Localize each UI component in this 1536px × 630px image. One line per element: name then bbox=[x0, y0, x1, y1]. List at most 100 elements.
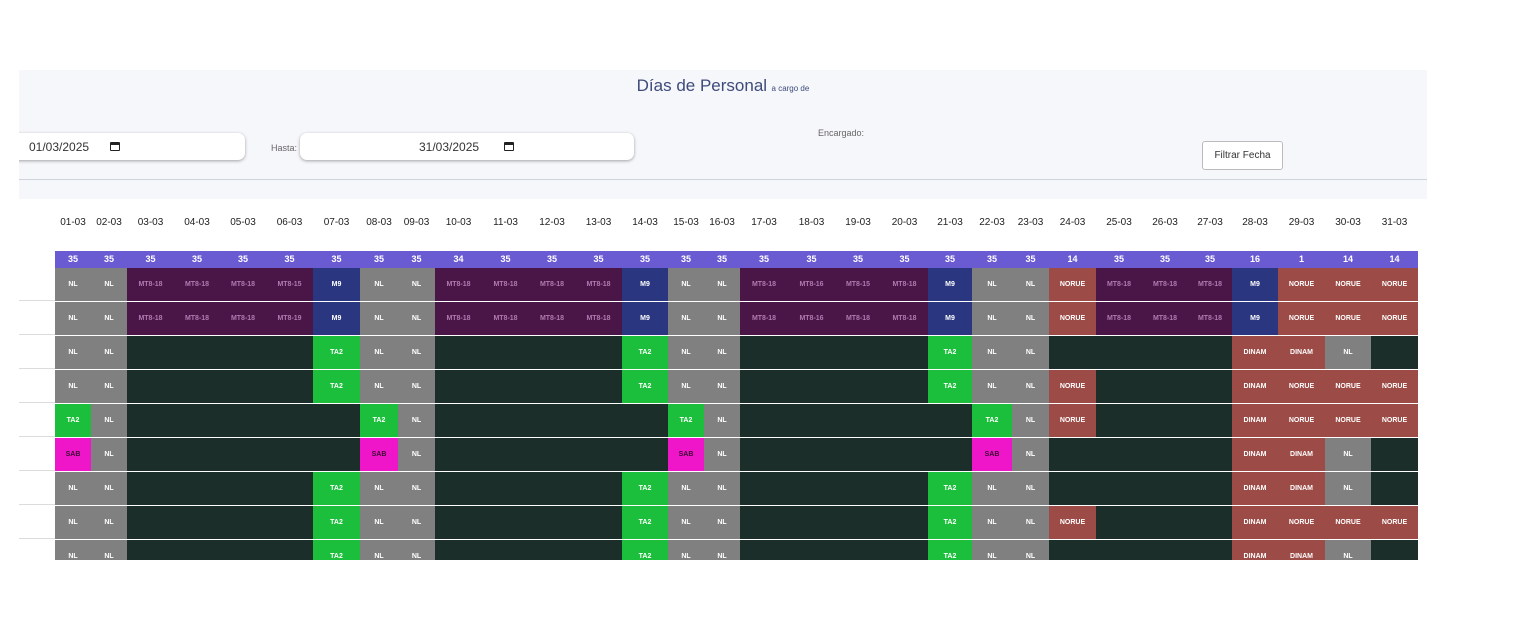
shift-cell[interactable]: NL bbox=[398, 404, 435, 437]
shift-cell[interactable] bbox=[575, 438, 622, 471]
shift-cell[interactable]: NL bbox=[360, 472, 398, 505]
shift-cell[interactable]: NL bbox=[55, 268, 91, 301]
shift-cell[interactable]: NL bbox=[398, 472, 435, 505]
shift-cell[interactable]: MT8-16 bbox=[788, 302, 835, 335]
shift-cell[interactable]: NL bbox=[972, 268, 1012, 301]
shift-cell[interactable]: NORUE bbox=[1371, 506, 1418, 539]
shift-cell[interactable] bbox=[435, 370, 482, 403]
shift-cell[interactable]: SAB bbox=[972, 438, 1012, 471]
shift-cell[interactable]: MT8-18 bbox=[1096, 268, 1142, 301]
shift-cell[interactable] bbox=[835, 472, 881, 505]
shift-cell[interactable] bbox=[220, 472, 266, 505]
shift-cell[interactable] bbox=[928, 404, 972, 437]
shift-cell[interactable] bbox=[1188, 506, 1232, 539]
shift-cell[interactable] bbox=[174, 438, 220, 471]
shift-cell[interactable]: NL bbox=[91, 268, 127, 301]
shift-cell[interactable]: TA2 bbox=[928, 506, 972, 539]
shift-cell[interactable] bbox=[482, 438, 529, 471]
shift-cell[interactable]: MT8-18 bbox=[220, 268, 266, 301]
shift-cell[interactable] bbox=[529, 370, 575, 403]
shift-cell[interactable] bbox=[740, 370, 788, 403]
shift-cell[interactable] bbox=[127, 370, 174, 403]
filter-date-button[interactable]: Filtrar Fecha bbox=[1202, 141, 1283, 170]
shift-cell[interactable]: NL bbox=[55, 302, 91, 335]
shift-cell[interactable] bbox=[740, 438, 788, 471]
shift-cell[interactable]: NORUE bbox=[1278, 268, 1325, 301]
shift-cell[interactable]: TA2 bbox=[313, 472, 360, 505]
shift-cell[interactable] bbox=[482, 404, 529, 437]
shift-cell[interactable]: NL bbox=[972, 336, 1012, 369]
shift-cell[interactable]: NL bbox=[704, 336, 740, 369]
shift-cell[interactable]: MT8-18 bbox=[435, 268, 482, 301]
shift-cell[interactable] bbox=[529, 336, 575, 369]
shift-cell[interactable] bbox=[1188, 540, 1232, 560]
shift-cell[interactable]: NL bbox=[1012, 268, 1049, 301]
shift-cell[interactable]: MT8-18 bbox=[435, 302, 482, 335]
shift-cell[interactable] bbox=[220, 438, 266, 471]
shift-cell[interactable] bbox=[127, 506, 174, 539]
shift-cell[interactable]: DINAM bbox=[1278, 540, 1325, 560]
shift-cell[interactable] bbox=[266, 404, 313, 437]
shift-cell[interactable]: NL bbox=[360, 336, 398, 369]
date-from-input[interactable]: 01/03/2025 bbox=[19, 133, 245, 160]
shift-cell[interactable]: NL bbox=[972, 506, 1012, 539]
shift-cell[interactable] bbox=[1096, 370, 1142, 403]
shift-cell[interactable]: NORUE bbox=[1049, 302, 1096, 335]
shift-cell[interactable]: DINAM bbox=[1278, 472, 1325, 505]
shift-cell[interactable]: NL bbox=[668, 472, 704, 505]
shift-cell[interactable] bbox=[835, 370, 881, 403]
shift-cell[interactable] bbox=[482, 540, 529, 560]
shift-cell[interactable]: DINAM bbox=[1278, 438, 1325, 471]
shift-cell[interactable]: NORUE bbox=[1371, 268, 1418, 301]
shift-cell[interactable] bbox=[575, 370, 622, 403]
shift-cell[interactable] bbox=[575, 336, 622, 369]
shift-cell[interactable]: DINAM bbox=[1232, 506, 1278, 539]
shift-cell[interactable]: TA2 bbox=[928, 540, 972, 560]
shift-cell[interactable]: DINAM bbox=[1232, 540, 1278, 560]
shift-cell[interactable]: M9 bbox=[313, 302, 360, 335]
shift-cell[interactable]: NL bbox=[360, 370, 398, 403]
shift-cell[interactable]: MT8-18 bbox=[482, 268, 529, 301]
shift-cell[interactable] bbox=[529, 506, 575, 539]
shift-cell[interactable]: MT8-18 bbox=[575, 302, 622, 335]
shift-cell[interactable]: TA2 bbox=[313, 336, 360, 369]
shift-cell[interactable]: NL bbox=[398, 370, 435, 403]
shift-cell[interactable]: NL bbox=[91, 438, 127, 471]
shift-cell[interactable] bbox=[835, 404, 881, 437]
shift-cell[interactable]: DINAM bbox=[1278, 336, 1325, 369]
shift-cell[interactable]: MT8-18 bbox=[1188, 302, 1232, 335]
shift-cell[interactable] bbox=[266, 472, 313, 505]
shift-cell[interactable]: TA2 bbox=[928, 472, 972, 505]
shift-cell[interactable]: M9 bbox=[622, 302, 668, 335]
shift-cell[interactable]: MT8-18 bbox=[740, 302, 788, 335]
shift-cell[interactable] bbox=[174, 540, 220, 560]
shift-cell[interactable]: NL bbox=[1012, 506, 1049, 539]
shift-cell[interactable] bbox=[266, 540, 313, 560]
shift-cell[interactable] bbox=[788, 370, 835, 403]
shift-cell[interactable] bbox=[788, 472, 835, 505]
shift-cell[interactable]: NORUE bbox=[1049, 268, 1096, 301]
shift-cell[interactable] bbox=[1096, 404, 1142, 437]
shift-cell[interactable]: MT8-15 bbox=[266, 268, 313, 301]
shift-cell[interactable]: NL bbox=[704, 506, 740, 539]
shift-cell[interactable] bbox=[174, 404, 220, 437]
shift-cell[interactable] bbox=[928, 438, 972, 471]
shift-cell[interactable] bbox=[266, 336, 313, 369]
shift-cell[interactable] bbox=[575, 404, 622, 437]
shift-cell[interactable]: NL bbox=[668, 336, 704, 369]
shift-cell[interactable] bbox=[1142, 472, 1188, 505]
shift-cell[interactable]: NL bbox=[398, 438, 435, 471]
shift-cell[interactable] bbox=[1049, 438, 1096, 471]
shift-cell[interactable] bbox=[435, 540, 482, 560]
shift-cell[interactable]: TA2 bbox=[313, 540, 360, 560]
shift-cell[interactable]: NL bbox=[91, 506, 127, 539]
shift-cell[interactable]: DINAM bbox=[1232, 472, 1278, 505]
shift-cell[interactable]: MT8-18 bbox=[1188, 268, 1232, 301]
shift-cell[interactable] bbox=[1371, 540, 1418, 560]
shift-cell[interactable]: NORUE bbox=[1371, 302, 1418, 335]
shift-cell[interactable] bbox=[788, 404, 835, 437]
shift-cell[interactable] bbox=[220, 506, 266, 539]
shift-cell[interactable] bbox=[835, 506, 881, 539]
shift-cell[interactable] bbox=[220, 336, 266, 369]
shift-cell[interactable]: NORUE bbox=[1049, 506, 1096, 539]
